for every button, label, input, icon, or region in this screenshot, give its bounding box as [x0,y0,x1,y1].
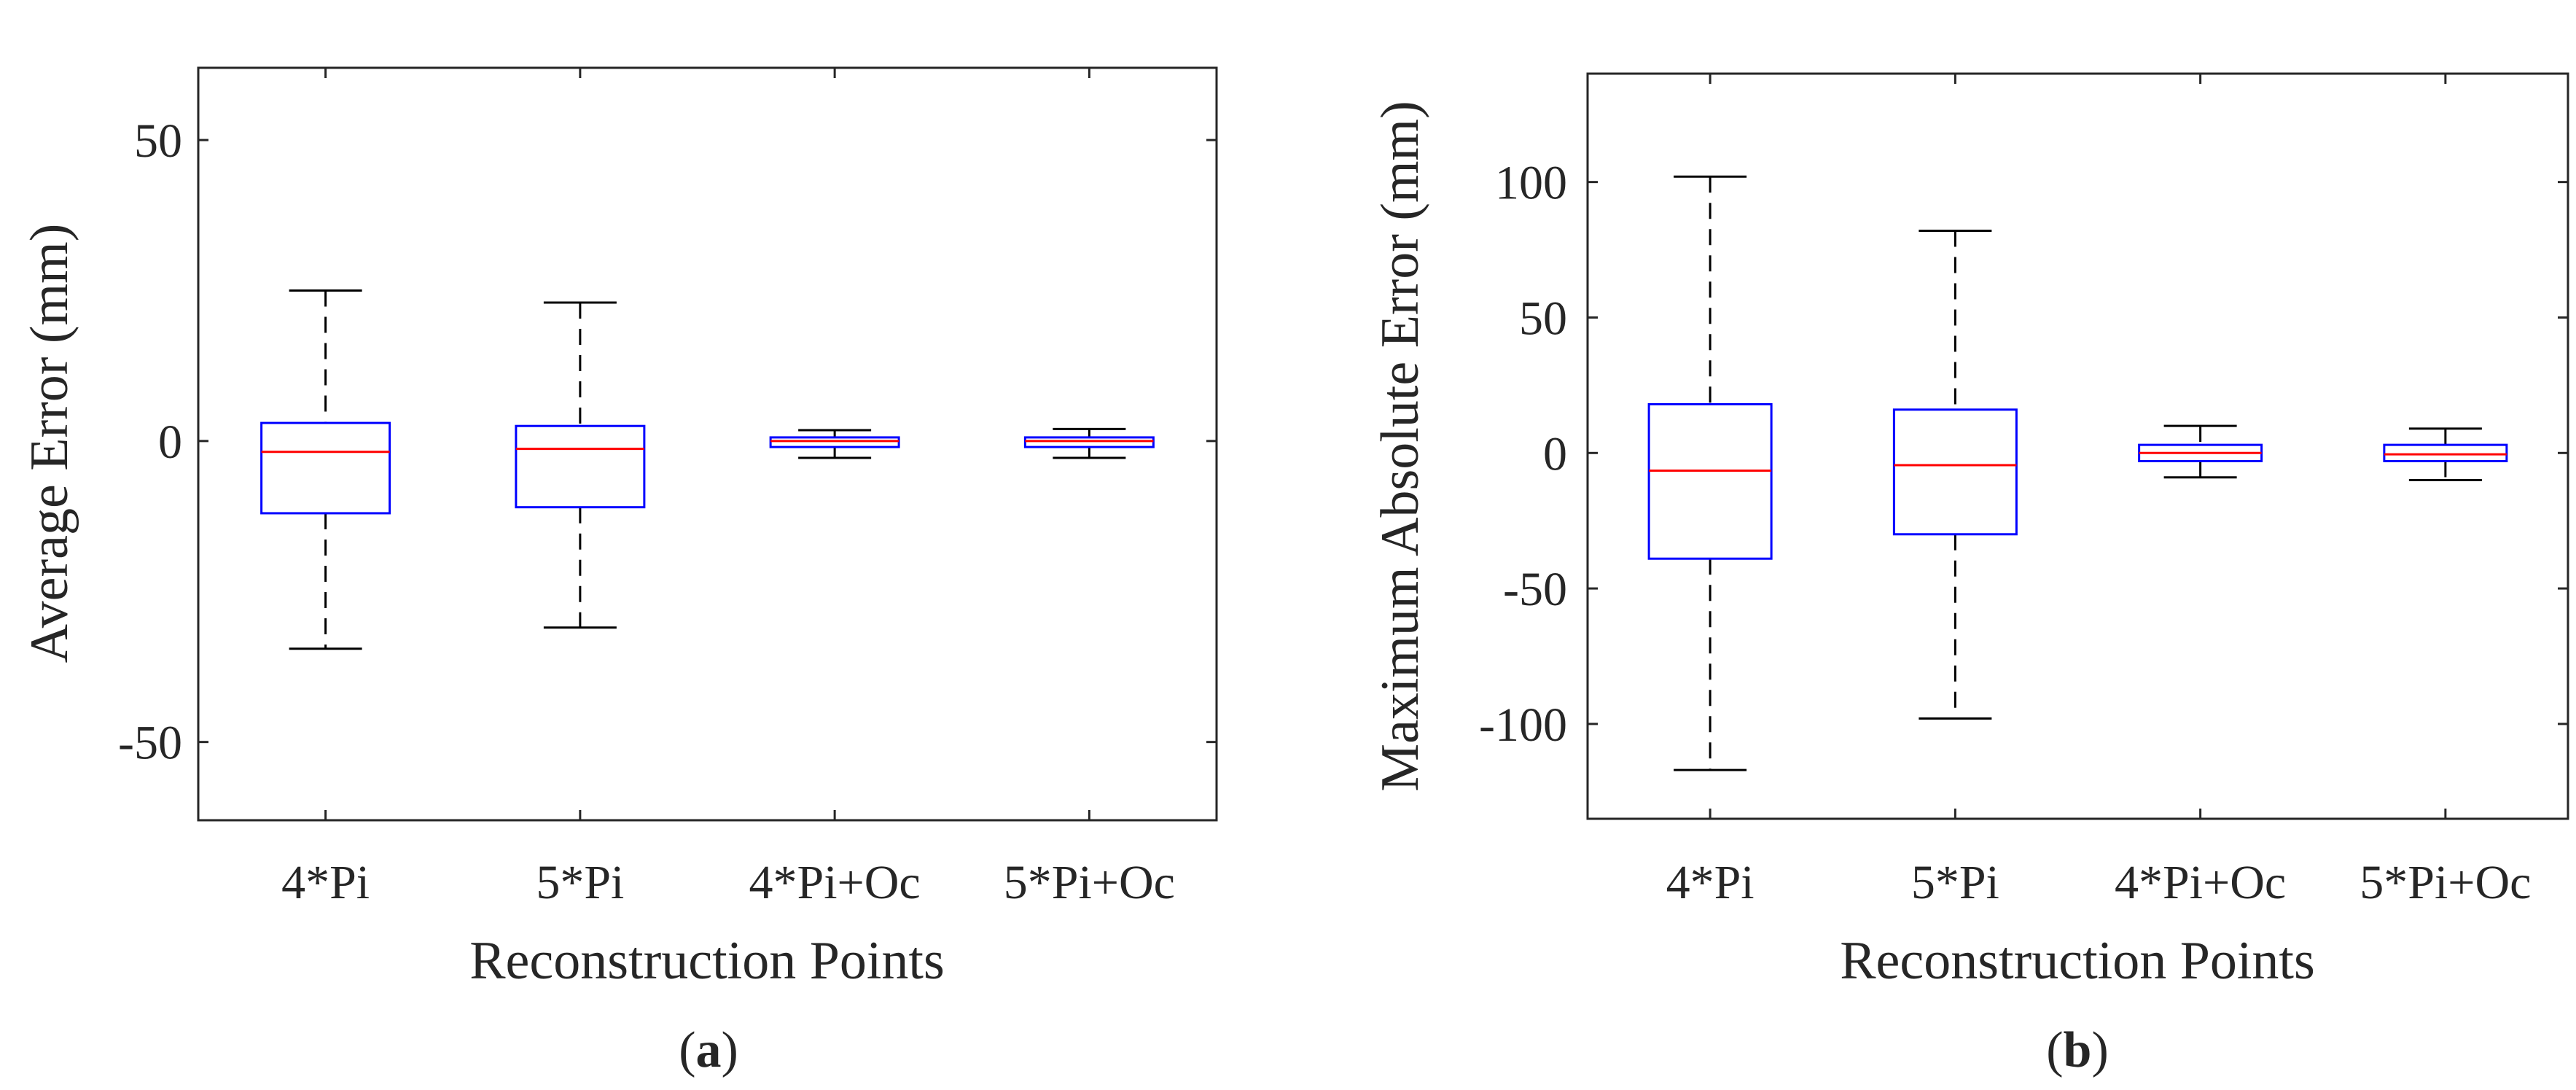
y-tick-label: 0 [158,416,182,469]
y-ticks: -100 -50 0 50 100 4*Pi 5*Pi 4*Pi+Oc 5*Pi+Oc [1479,74,2568,909]
y-tick-label: 50 [1519,292,1567,345]
box-group [1892,230,2018,720]
iqr-box [769,436,900,448]
box-group [515,301,646,629]
box-marks [260,289,1155,650]
panel-label: (b) [2046,1022,2109,1078]
box-group [260,289,391,650]
x-tick-label: 5*Pi [536,856,624,909]
x-tick-label: 4*Pi+Oc [2115,856,2286,909]
x-tick-label: 5*Pi+Oc [1004,856,1175,909]
x-tick-label: 4*Pi+Oc [749,856,921,909]
x-tick-label: 4*Pi [1666,856,1755,909]
x-axis-title: Reconstruction Points [469,931,945,991]
x-axis-title: Reconstruction Points [1840,931,2315,991]
panel-b: -100 -50 0 50 100 4*Pi 5*Pi 4*Pi+Oc 5*Pi+Oc Reco… [1370,72,2569,1078]
box-marks [1647,175,2508,771]
y-tick-label: -100 [1479,698,1567,752]
y-tick-label: 0 [1543,427,1567,480]
iqr-box [1023,436,1155,448]
axes-frame [197,66,1218,822]
y-tick-label: 50 [134,114,182,168]
iqr-box [515,424,646,509]
y-axis-title: Average Error (mm) [20,224,79,663]
y-tick-label: -50 [1503,563,1567,616]
box-group [1647,175,1773,771]
y-tick-label: 100 [1495,157,1567,210]
panel-letter: a [696,1022,722,1078]
box-group [769,429,900,459]
box-group [2383,427,2508,481]
iqr-box [2383,443,2508,462]
x-tick-label: 4*Pi [281,856,370,909]
panel-letter: b [2064,1022,2092,1078]
y-axis-title: Maximum Absolute Error (mm) [1370,101,1430,791]
iqr-box [1647,402,1773,560]
box-group [2138,424,2263,479]
panel-label: (a) [679,1022,738,1078]
x-tick-label: 5*Pi [1911,856,1999,909]
box-group [1023,427,1155,459]
iqr-box [260,421,391,515]
x-tick-label: 5*Pi+Oc [2360,856,2531,909]
axes-frame [1586,72,2569,820]
y-tick-label: -50 [118,717,182,770]
y-ticks: -50 0 50 4*Pi 5*Pi 4*Pi+Oc 5*Pi+Oc [118,68,1217,909]
panel-a: -50 0 50 4*Pi 5*Pi 4*Pi+Oc 5*Pi+Oc Reconstruct… [20,66,1218,1078]
iqr-box [1892,408,2018,536]
